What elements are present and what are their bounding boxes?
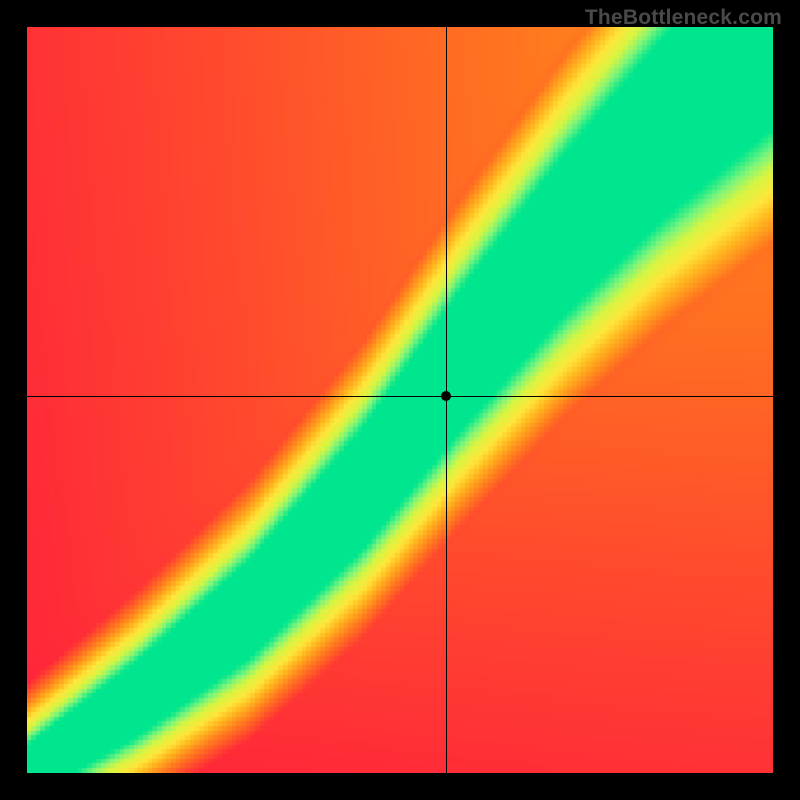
crosshair-horizontal bbox=[27, 396, 773, 397]
plot-area bbox=[27, 27, 773, 773]
figure-root: TheBottleneck.com bbox=[0, 0, 800, 800]
heatmap-canvas bbox=[27, 27, 773, 773]
watermark-text: TheBottleneck.com bbox=[585, 6, 782, 30]
